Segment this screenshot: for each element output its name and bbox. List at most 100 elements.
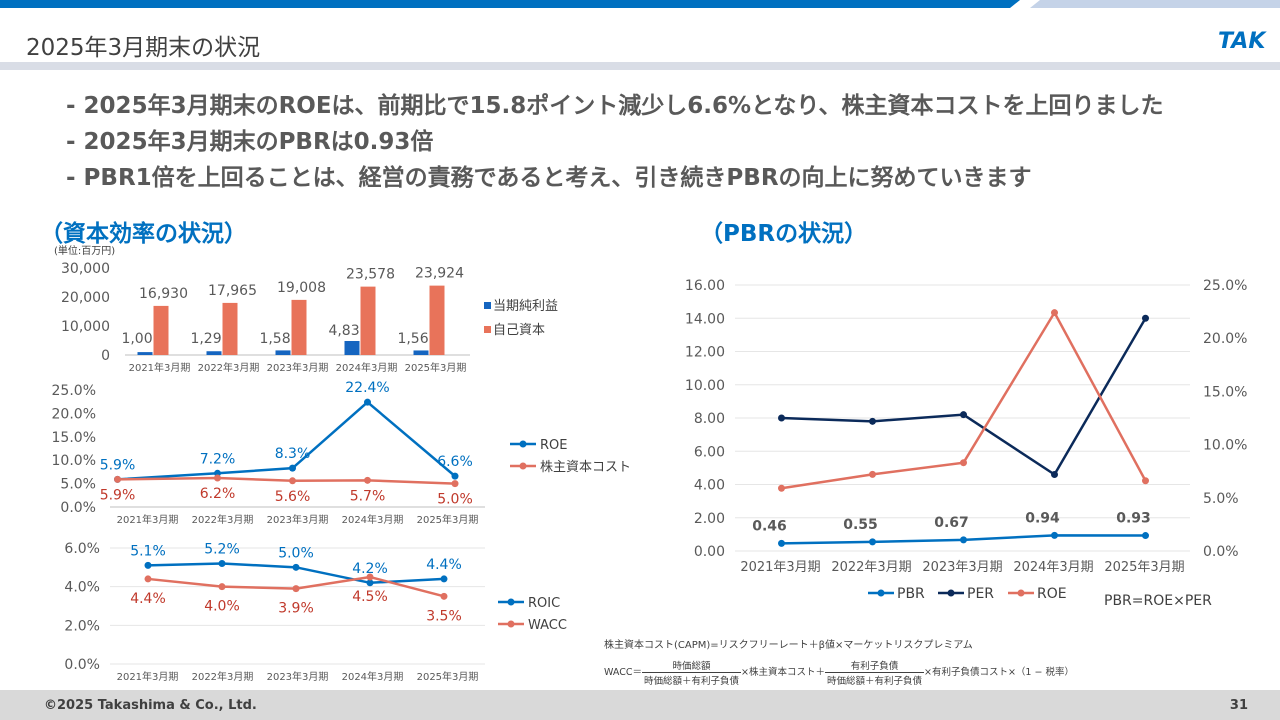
svg-text:TAK: TAK [1218, 29, 1267, 54]
roic-y-tick: 6.0% [64, 541, 100, 557]
point-PER [960, 411, 967, 419]
section-title-capital-efficiency: （資本効率の状況） [40, 221, 247, 247]
point-WACC [144, 575, 152, 583]
point-ROE [1051, 309, 1058, 317]
footer: ©2025 Takashima & Co., Ltd. 31 [0, 690, 1280, 720]
bar-当期純利益 [275, 350, 291, 355]
data-label-WACC: 4.4% [130, 591, 166, 607]
point-ROIC [144, 561, 152, 569]
pbr-x-tick: 2025年3月期 [1104, 560, 1184, 575]
pbr-y2-tick: 5.0% [1203, 491, 1239, 507]
bullet-pbr: - 2025年3月期末のPBRは0.93倍 [66, 129, 434, 155]
bar-data-label: 23,578 [346, 267, 395, 283]
roic-x-tick: 2022年3月期 [192, 670, 254, 683]
bar-当期純利益 [344, 340, 360, 355]
roic-y-tick: 0.0% [64, 657, 100, 673]
top-accent-bar [0, 0, 1280, 8]
copyright: ©2025 Takashima & Co., Ltd. [44, 698, 257, 713]
roe-y-tick: 15.0% [52, 430, 96, 446]
bar-y-tick: 30,000 [61, 261, 110, 277]
bar-y-tick: 10,000 [61, 319, 110, 335]
roe-y-tick: 20.0% [52, 406, 96, 422]
bar-data-label: 1,585 [259, 331, 299, 347]
wacc-fraction-2: 有利子負債 時価総額＋有利子負債 [824, 658, 924, 687]
pbr-y-tick: 4.00 [694, 478, 725, 494]
data-label-ROE: 7.2% [200, 451, 236, 467]
pbr-y2-tick: 0.0% [1203, 544, 1239, 560]
roic-x-tick: 2024年3月期 [342, 670, 404, 683]
data-label-ROE: 6.6% [437, 454, 473, 470]
point-WACC [218, 583, 226, 591]
page-title: 2025年3月期末の状況 [26, 35, 261, 61]
bar-x-tick: 2024年3月期 [336, 361, 398, 374]
point-PBR [960, 536, 967, 544]
roic-x-tick: 2025年3月期 [417, 670, 479, 683]
bar-data-label: 17,965 [208, 283, 257, 299]
unit-note: (単位:百万円) [54, 244, 115, 257]
data-label-PBR: 0.94 [1025, 510, 1060, 526]
legend-marker [519, 440, 527, 448]
roe-x-tick: 2025年3月期 [417, 513, 479, 526]
legend-swatch [484, 302, 491, 309]
bar-当期純利益 [206, 351, 222, 355]
capital-efficiency-charts: (単位:百万円) 30,000 20,000 10,000 0 2021年3月期 1,000… [52, 244, 632, 683]
pbr-y2-tick: 10.0% [1203, 438, 1247, 454]
bar-自己資本 [153, 305, 169, 355]
line-ROE [117, 400, 456, 481]
pbr-y2-tick: 20.0% [1203, 331, 1247, 347]
legend-label: PBR [897, 586, 925, 602]
point-ROIC [218, 559, 226, 567]
pbr-y-tick: 0.00 [694, 544, 725, 560]
data-label-PBR: 0.46 [752, 518, 787, 534]
wacc-den-1: 時価総額＋有利子負債 [643, 676, 739, 687]
data-label-ROIC: 5.1% [130, 543, 166, 559]
bar-x-tick: 2021年3月期 [129, 361, 191, 374]
pbr-y2-tick: 25.0% [1203, 278, 1247, 294]
bar-data-label: 1,000 [121, 331, 161, 347]
data-label-WACC: 4.5% [352, 589, 388, 605]
point-PER [869, 417, 876, 425]
pbr-y-tick: 10.00 [685, 378, 725, 394]
data-label-株主資本コスト: 5.7% [350, 488, 386, 504]
header-divider [0, 62, 1280, 70]
legend-label: 株主資本コスト [540, 460, 631, 475]
legend-marker [507, 620, 515, 628]
line-株主資本コスト [117, 476, 456, 485]
roe-x-tick: 2024年3月期 [342, 513, 404, 526]
data-label-WACC: 3.9% [278, 601, 314, 617]
bar-data-label: 4,832 [328, 323, 368, 339]
data-label-株主資本コスト: 5.9% [100, 487, 136, 503]
point-PBR [778, 539, 785, 547]
pbr-y2-tick: 15.0% [1203, 384, 1247, 400]
roe-x-tick: 2022年3月期 [192, 513, 254, 526]
point-PER [778, 414, 785, 422]
pbr-y-tick: 14.00 [685, 311, 725, 327]
roe-y-tick: 5.0% [60, 477, 96, 493]
wacc-lhs: WACC＝ [604, 667, 642, 678]
bullet-policy: - PBR1倍を上回ることは、経営の責務であると考え、引き続きPBRの向上に努め… [66, 165, 1032, 191]
data-label-ROIC: 5.0% [278, 545, 314, 561]
point-WACC [366, 573, 374, 581]
wacc-mid: ×株主資本コスト＋ [741, 667, 825, 678]
header: 2025年3月期末の状況 TAK [0, 8, 1280, 64]
pbr-y-tick: 6.00 [694, 444, 725, 460]
legend-marker [507, 598, 515, 606]
data-label-WACC: 3.5% [426, 608, 462, 624]
bar-当期純利益 [413, 350, 429, 355]
point-ROE [960, 459, 967, 467]
pbr-x-tick: 2023年3月期 [922, 560, 1002, 575]
point-ROIC [292, 563, 300, 571]
point-株主資本コスト [114, 475, 121, 483]
point-株主資本コスト [451, 480, 459, 488]
bar-x-tick: 2022年3月期 [198, 361, 260, 374]
data-label-株主資本コスト: 6.2% [200, 486, 236, 502]
data-label-ROE: 5.9% [100, 457, 136, 473]
point-ROE [364, 398, 371, 406]
legend-label: PER [967, 586, 994, 602]
point-PER [1142, 314, 1149, 322]
section-title-pbr: （PBRの状況） [700, 221, 868, 247]
pbr-x-tick: 2021年3月期 [740, 560, 820, 575]
bar-data-label: 19,008 [277, 280, 326, 296]
bar-自己資本 [360, 286, 376, 355]
data-label-WACC: 4.0% [204, 599, 240, 615]
